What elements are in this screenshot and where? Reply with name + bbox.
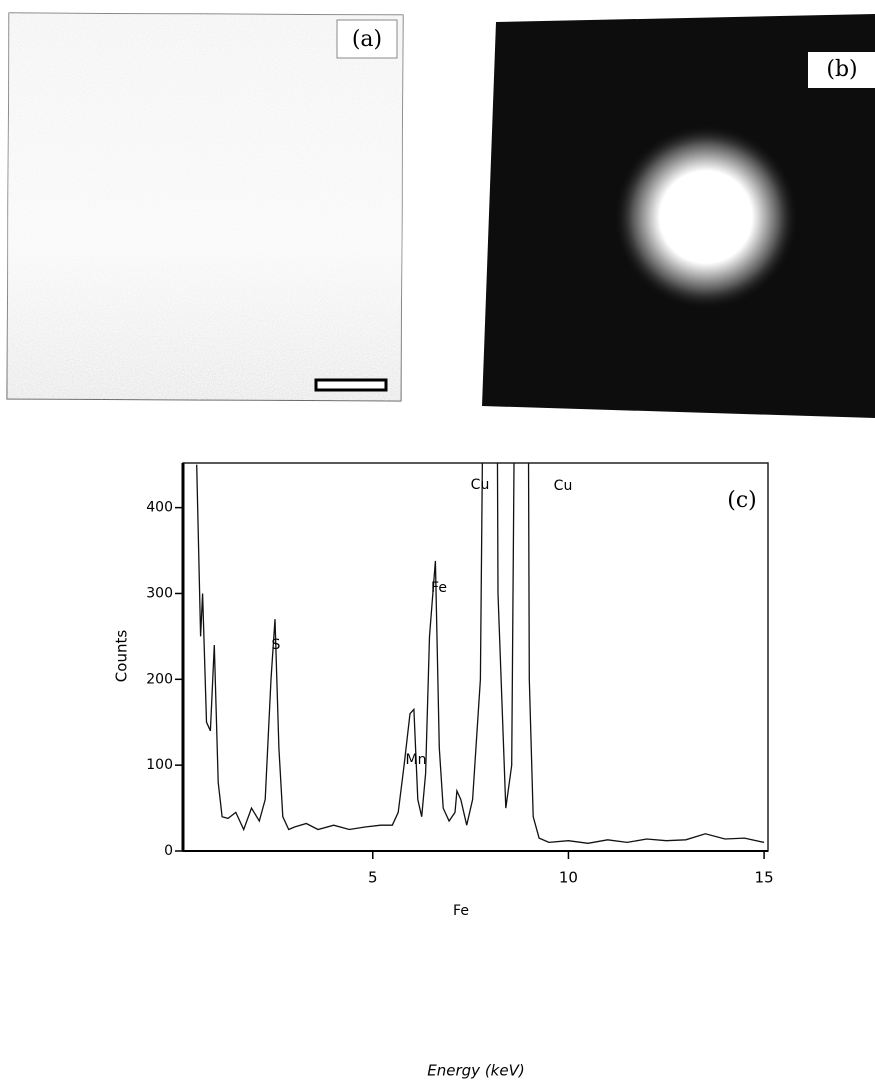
y-axis-label: Counts (113, 630, 131, 683)
peak-label: Cu (554, 478, 573, 494)
peak-label: Mn (406, 752, 427, 768)
x-tick-label: 10 (559, 869, 578, 887)
label-box (808, 52, 875, 88)
peak-label: Fe (453, 903, 469, 919)
diffraction-spot (614, 125, 798, 309)
plot-frame (182, 462, 769, 852)
peak-label: S (272, 637, 281, 653)
panel-label: (c) (727, 488, 757, 513)
spectrum-line (196, 463, 765, 844)
y-tick-label: 0 (164, 843, 173, 859)
y-tick-label: 200 (146, 671, 173, 687)
panel-label: (a) (352, 27, 382, 52)
x-tick-label: 15 (755, 869, 774, 887)
peak-label: Cu (471, 477, 490, 493)
panel-b: (b) (482, 14, 875, 418)
micrograph-shade (6, 12, 404, 402)
peak-label: Fe (431, 580, 447, 596)
spectrum-chart: (c) Energy (keV) Counts 0 100 200 300 400 5 10… (113, 462, 774, 1080)
label-box (336, 19, 398, 59)
panel-a: (a) (6, 12, 404, 402)
y-tick-label: 400 (146, 500, 173, 516)
panel-label: (b) (826, 57, 857, 82)
scale-bar (314, 378, 388, 392)
y-tick-label: 300 (146, 585, 173, 601)
x-tick-label: 5 (368, 869, 378, 887)
y-tick-label: 100 (146, 757, 173, 773)
x-axis-label: Energy (keV) (427, 1062, 524, 1080)
